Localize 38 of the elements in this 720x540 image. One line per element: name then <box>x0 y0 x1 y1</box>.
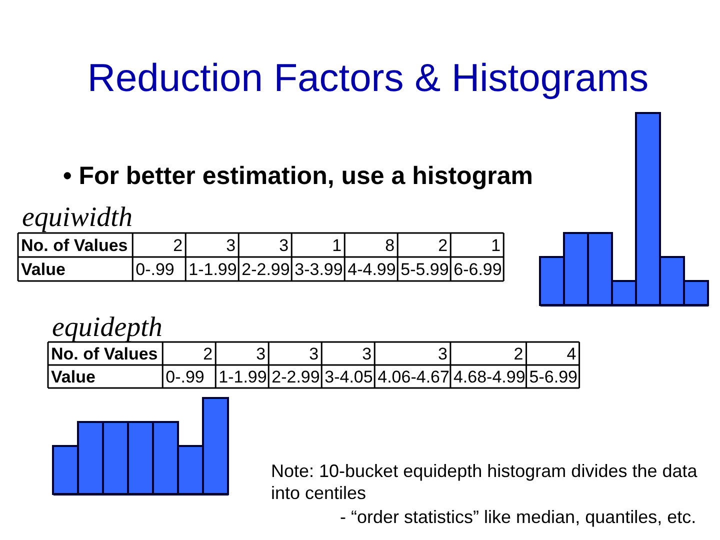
text: No. of Values <box>21 236 128 255</box>
text: 2 <box>438 236 448 255</box>
text: Note: 10-bucket equidepth histogram divides the data into centiles <box>271 461 698 503</box>
text: 1-1.99 <box>218 368 267 386</box>
text: 3 <box>279 236 289 255</box>
text: 6-6.99 <box>454 260 502 279</box>
text: 4 <box>566 344 576 364</box>
text: 2 <box>514 344 524 364</box>
text: 3 <box>256 344 266 364</box>
text: 5-5.99 <box>400 260 449 279</box>
text: equidepth <box>52 312 162 343</box>
text: 1-1.99 <box>188 260 237 279</box>
text: 3 <box>309 344 319 364</box>
text: No. of Values <box>51 344 158 364</box>
text: 3-3.99 <box>294 260 343 279</box>
text: - “order statistics” like median, quantiles, etc. <box>340 507 696 527</box>
chart-title: Reduction Factors & Histograms <box>87 57 649 100</box>
text: 8 <box>385 236 395 255</box>
text: 2 <box>203 344 213 364</box>
text: 2 <box>173 236 183 255</box>
text: 4-4.99 <box>348 260 396 279</box>
text: 4.06-4.67 <box>378 368 450 386</box>
text: equiwidth <box>22 202 132 233</box>
text: 3 <box>438 344 448 364</box>
text: 0-.99 <box>136 260 174 279</box>
text: 3-4.05 <box>324 368 373 386</box>
text: 4.68-4.99 <box>453 368 526 386</box>
text: 2-2.99 <box>242 260 290 279</box>
text: 3 <box>362 344 372 364</box>
text: Value <box>51 368 96 386</box>
text: 1 <box>491 236 501 255</box>
text: 0-.99 <box>166 368 204 386</box>
text: 2-2.99 <box>272 368 320 386</box>
text: • For better estimation, use a histogram <box>63 162 533 190</box>
text: Value <box>21 260 66 279</box>
text: 1 <box>332 236 342 255</box>
text: 5-6.99 <box>529 368 578 386</box>
text: 3 <box>226 236 236 255</box>
